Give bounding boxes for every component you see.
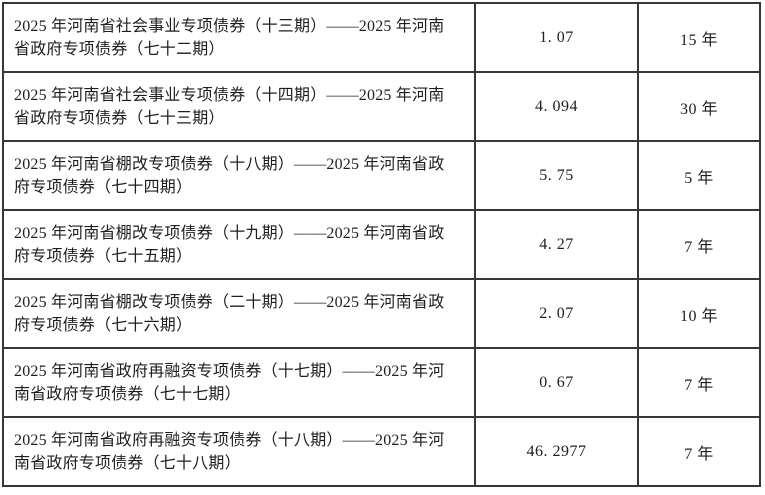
amount-cell: 1. 07	[474, 2, 639, 73]
table-row: 2025 年河南省社会事业专项债券（十四期）——2025 年河南省政府专项债券（…	[2, 71, 761, 142]
bond-name-cell: 2025 年河南省棚改专项债券（十八期）——2025 年河南省政府专项债券（七十…	[2, 140, 476, 211]
term-cell: 15 年	[637, 2, 761, 73]
bond-name-cell: 2025 年河南省棚改专项债券（十九期）——2025 年河南省政府专项债券（七十…	[2, 209, 476, 280]
term-cell: 7 年	[637, 347, 761, 418]
table-row: 2025 年河南省棚改专项债券（十九期）——2025 年河南省政府专项债券（七十…	[2, 209, 761, 280]
bond-name-cell: 2025 年河南省社会事业专项债券（十三期）——2025 年河南省政府专项债券（…	[2, 2, 476, 73]
bond-name-cell: 2025 年河南省社会事业专项债券（十四期）——2025 年河南省政府专项债券（…	[2, 71, 476, 142]
table-row: 2025 年河南省政府再融资专项债券（十七期）——2025 年河南省政府专项债券…	[2, 347, 761, 418]
term-cell: 10 年	[637, 278, 761, 349]
term-cell: 30 年	[637, 71, 761, 142]
bond-table: 2025 年河南省社会事业专项债券（十三期）——2025 年河南省政府专项债券（…	[2, 2, 761, 487]
bond-name-cell: 2025 年河南省棚改专项债券（二十期）——2025 年河南省政府专项债券（七十…	[2, 278, 476, 349]
amount-cell: 0. 67	[474, 347, 639, 418]
amount-cell: 2. 07	[474, 278, 639, 349]
table-row: 2025 年河南省棚改专项债券（二十期）——2025 年河南省政府专项债券（七十…	[2, 278, 761, 349]
amount-cell: 4. 094	[474, 71, 639, 142]
table-row: 2025 年河南省棚改专项债券（十八期）——2025 年河南省政府专项债券（七十…	[2, 140, 761, 211]
table-row: 2025 年河南省政府再融资专项债券（十八期）——2025 年河南省政府专项债券…	[2, 416, 761, 487]
table-row: 2025 年河南省社会事业专项债券（十三期）——2025 年河南省政府专项债券（…	[2, 2, 761, 73]
term-cell: 5 年	[637, 140, 761, 211]
amount-cell: 46. 2977	[474, 416, 639, 487]
term-cell: 7 年	[637, 209, 761, 280]
amount-cell: 5. 75	[474, 140, 639, 211]
bond-name-cell: 2025 年河南省政府再融资专项债券（十八期）——2025 年河南省政府专项债券…	[2, 416, 476, 487]
bond-name-cell: 2025 年河南省政府再融资专项债券（十七期）——2025 年河南省政府专项债券…	[2, 347, 476, 418]
term-cell: 7 年	[637, 416, 761, 487]
amount-cell: 4. 27	[474, 209, 639, 280]
